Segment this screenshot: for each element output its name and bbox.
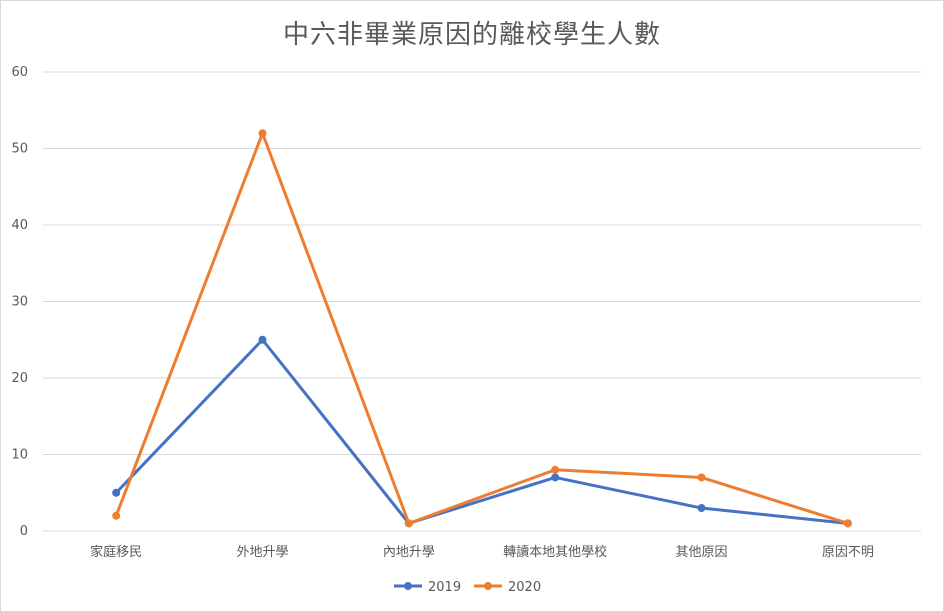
data-point-2020 <box>404 519 413 528</box>
data-point-2019 <box>697 504 706 513</box>
data-point-2020 <box>697 473 706 482</box>
legend-item-2020: 2020 <box>474 580 541 595</box>
y-tick-label: 60 <box>11 65 28 80</box>
series-line-2019 <box>115 338 848 525</box>
x-axis-category-labels: 家庭移民 外地升學 內地升學 轉讀本地其他學校 其他原因 原因不明 <box>90 544 874 560</box>
x-category-label: 外地升學 <box>236 545 288 560</box>
legend-swatch-marker <box>404 582 412 590</box>
x-category-label: 原因不明 <box>822 545 874 560</box>
data-point-2020 <box>258 129 267 138</box>
data-point-2019 <box>112 488 121 497</box>
series-2019 <box>112 335 852 528</box>
chart-title: 中六非畢業原因的離校學生人數 <box>282 20 661 50</box>
legend-label: 2020 <box>508 580 541 595</box>
legend: 2019 2020 <box>394 580 541 595</box>
y-tick-label: 50 <box>11 142 28 157</box>
y-tick-label: 10 <box>11 448 28 463</box>
y-tick-label: 0 <box>20 524 28 539</box>
data-point-2019 <box>551 473 560 482</box>
x-category-label: 其他原因 <box>675 545 727 560</box>
series-lines <box>112 129 852 528</box>
data-point-2020 <box>843 519 852 528</box>
legend-item-2019: 2019 <box>394 580 461 595</box>
x-category-label: 內地升學 <box>383 545 435 560</box>
data-point-2020 <box>551 465 560 474</box>
y-axis-tick-labels: 0 10 20 30 40 50 60 <box>11 65 28 539</box>
series-2020 <box>112 129 852 528</box>
legend-label: 2019 <box>428 580 461 595</box>
legend-swatch-marker <box>484 582 492 590</box>
series-line-2020 <box>114 131 849 525</box>
x-category-label: 家庭移民 <box>90 544 142 560</box>
y-tick-label: 30 <box>11 295 28 310</box>
grid-lines <box>43 71 921 532</box>
y-tick-label: 20 <box>11 371 28 386</box>
x-category-label: 轉讀本地其他學校 <box>503 544 607 560</box>
data-point-2019 <box>258 335 267 344</box>
y-tick-label: 40 <box>11 218 28 233</box>
data-point-2020 <box>112 511 121 520</box>
